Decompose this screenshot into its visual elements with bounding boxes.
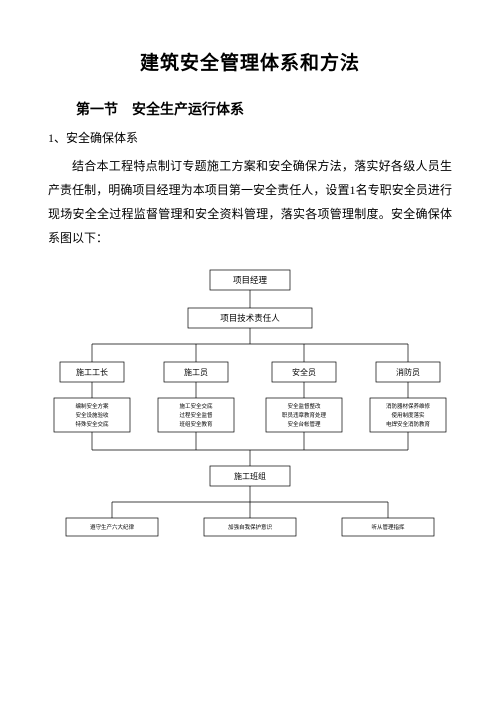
svg-text:施工员: 施工员 <box>184 367 208 377</box>
svg-text:安全设施验收: 安全设施验收 <box>75 411 109 419</box>
node-tech-lead: 项目技术责任人 <box>188 308 312 328</box>
node-project-manager: 项目经理 <box>210 270 290 290</box>
svg-text:过程安全监督: 过程安全监督 <box>179 411 213 419</box>
svg-text:职员违章教育处理: 职员违章教育处理 <box>282 411 327 419</box>
node-team: 施工班组 <box>210 466 290 486</box>
node-detail-a: 编制安全方案 安全设施验收 特殊安全交底 <box>54 398 130 432</box>
svg-text:班组安全教育: 班组安全教育 <box>179 420 213 428</box>
section-heading: 第一节 安全生产运行体系 <box>48 99 452 119</box>
svg-text:安全员: 安全员 <box>292 367 316 377</box>
svg-text:编制安全方案: 编制安全方案 <box>75 402 109 410</box>
subsection-heading: 1、安全确保体系 <box>48 129 452 146</box>
body-paragraph: 结合本工程特点制订专题施工方案和安全确保方法，落实好各级人员生产责任制，明确项目… <box>48 154 452 250</box>
svg-text:遵守生产六大纪律: 遵守生产六大纪律 <box>90 523 135 531</box>
node-rule-a: 遵守生产六大纪律 <box>66 518 158 536</box>
node-rule-c: 听从管理指挥 <box>342 518 434 536</box>
svg-text:安全监督整改: 安全监督整改 <box>287 402 321 410</box>
svg-text:加强自我保护意识: 加强自我保护意识 <box>228 523 273 531</box>
node-detail-d: 消防器材保养维修 使用制度落实 电焊安全消防教育 <box>370 398 446 432</box>
node-safety-officer: 安全员 <box>272 362 336 382</box>
node-rule-b: 加强自我保护意识 <box>204 518 296 536</box>
node-detail-c: 安全监督整改 职员违章教育处理 安全台帐管理 <box>266 398 342 432</box>
org-chart: 项目经理 项目技术责任人 施工工长 施工员 安全员 消防员 <box>48 266 452 566</box>
svg-text:消防器材保养维修: 消防器材保养维修 <box>386 402 431 410</box>
svg-text:消防员: 消防员 <box>396 367 420 377</box>
svg-text:施工安全交底: 施工安全交底 <box>179 402 213 410</box>
svg-text:特殊安全交底: 特殊安全交底 <box>75 420 109 428</box>
svg-text:项目经理: 项目经理 <box>233 275 268 285</box>
node-constructor: 施工员 <box>164 362 228 382</box>
svg-text:安全台帐管理: 安全台帐管理 <box>287 420 321 428</box>
node-fire-officer: 消防员 <box>376 362 440 382</box>
node-foreman: 施工工长 <box>60 362 124 382</box>
svg-text:听从管理指挥: 听从管理指挥 <box>371 523 405 531</box>
page-title: 建筑安全管理体系和方法 <box>48 48 452 75</box>
svg-text:施工工长: 施工工长 <box>76 367 108 377</box>
svg-text:使用制度落实: 使用制度落实 <box>391 411 425 419</box>
svg-text:项目技术责任人: 项目技术责任人 <box>220 313 280 323</box>
node-detail-b: 施工安全交底 过程安全监督 班组安全教育 <box>158 398 234 432</box>
svg-text:电焊安全消防教育: 电焊安全消防教育 <box>386 420 431 428</box>
svg-text:施工班组: 施工班组 <box>234 471 266 481</box>
